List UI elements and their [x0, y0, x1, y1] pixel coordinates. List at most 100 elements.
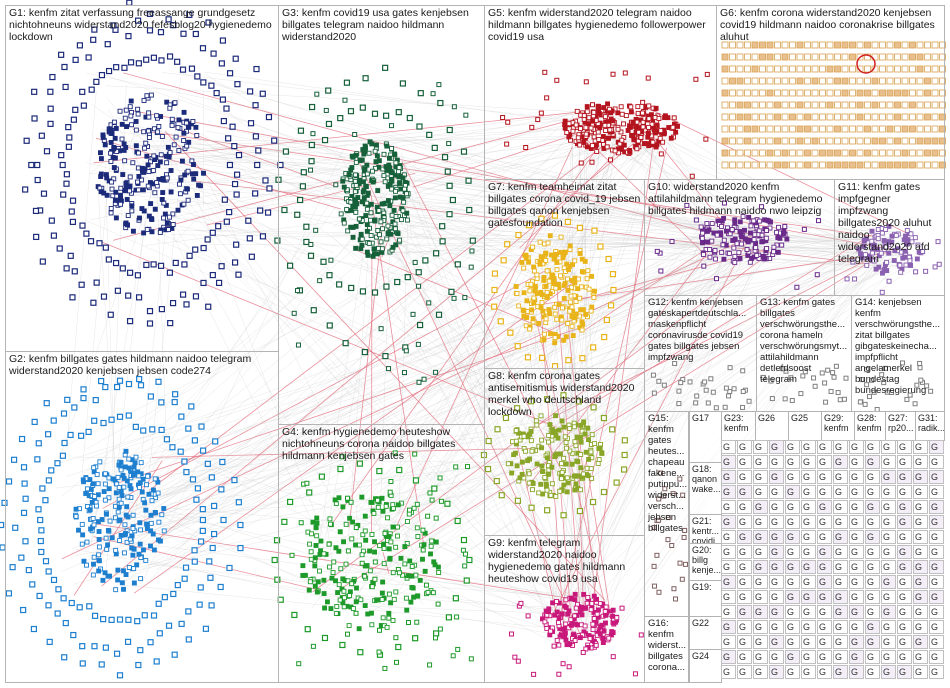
- edge: [66, 91, 97, 446]
- node: [115, 567, 121, 573]
- edge: [342, 255, 879, 588]
- node: [137, 541, 143, 547]
- edge: [86, 220, 561, 431]
- node: [137, 480, 143, 486]
- small-group-tile: G: [849, 545, 864, 559]
- edge: [597, 146, 889, 257]
- node: [108, 139, 114, 145]
- small-group-tile: G: [897, 440, 912, 454]
- edge: [184, 124, 619, 221]
- small-group-tile: G: [785, 605, 800, 619]
- small-group-tile: G: [929, 485, 944, 499]
- small-group-tile: G: [753, 485, 768, 499]
- group-label-g23: G23: kenfm: [724, 413, 749, 433]
- edge: [575, 250, 768, 601]
- edge: [548, 135, 664, 471]
- node: [221, 196, 228, 203]
- node: [193, 124, 199, 130]
- group-label-g29: G29: kenfm: [824, 413, 849, 433]
- node: [94, 503, 99, 509]
- node: [144, 93, 150, 99]
- edge: [155, 254, 708, 571]
- node: [144, 153, 150, 159]
- small-group-tile: G: [929, 440, 944, 454]
- node: [155, 490, 161, 496]
- node: [164, 220, 170, 226]
- node: [112, 197, 118, 203]
- node: [42, 558, 50, 565]
- small-group-tile: G: [865, 515, 880, 529]
- node: [146, 491, 152, 497]
- edge: [100, 231, 724, 523]
- edge: [378, 267, 904, 574]
- small-group-tile: G: [849, 605, 864, 619]
- group-box-g27: G27: rp20...: [885, 411, 916, 441]
- small-group-tile: G: [865, 650, 880, 664]
- small-group-tile: G: [737, 605, 752, 619]
- edge: [121, 253, 874, 463]
- small-group-tile: G: [929, 590, 944, 604]
- edge: [547, 141, 658, 464]
- small-group-tile: G: [833, 605, 848, 619]
- group-label-g1: G1: kenfm zitat verfassung freeassange g…: [9, 7, 275, 43]
- edge: [113, 207, 336, 510]
- small-group-tile: G: [865, 605, 880, 619]
- small-group-tile: G: [833, 530, 848, 544]
- group-box-g11: G11: kenfm gates impfgegner impfzwang bi…: [834, 179, 945, 296]
- node: [135, 111, 141, 117]
- group-box-g28: G28: kenfm: [854, 411, 886, 441]
- node: [186, 252, 193, 259]
- node: [138, 576, 144, 582]
- small-group-tile: G: [785, 515, 800, 529]
- edge: [421, 115, 614, 555]
- node: [135, 106, 141, 112]
- node: [167, 150, 173, 155]
- node: [68, 208, 75, 215]
- edge: [401, 161, 562, 469]
- group-box-g31: G31: radik...: [915, 411, 945, 441]
- node: [115, 474, 121, 480]
- edge: [318, 216, 370, 546]
- node: [22, 186, 29, 193]
- node: [130, 228, 136, 234]
- small-group-tile: G: [817, 455, 832, 469]
- group-box-g9: G9: kenfm telegram widerstand2020 naidoo…: [484, 535, 645, 683]
- edge: [101, 474, 554, 579]
- small-group-tile: G: [881, 650, 896, 664]
- node: [89, 499, 95, 505]
- edge: [98, 537, 596, 602]
- small-group-tile: G: [753, 545, 768, 559]
- node: [73, 506, 79, 512]
- node: [134, 562, 140, 568]
- node: [158, 538, 163, 544]
- edge: [387, 160, 562, 629]
- node: [130, 160, 136, 166]
- node: [96, 529, 102, 534]
- node: [194, 192, 200, 198]
- node: [156, 519, 162, 525]
- edge: [570, 228, 736, 616]
- small-group-tile: G: [929, 455, 944, 469]
- edge: [574, 119, 902, 252]
- node: [103, 172, 109, 178]
- node: [108, 150, 114, 156]
- node: [113, 490, 119, 496]
- small-group-tile: G: [881, 605, 896, 619]
- edge: [72, 231, 913, 549]
- edge: [399, 201, 778, 224]
- edge: [125, 561, 611, 617]
- small-group-tile: G: [865, 530, 880, 544]
- node: [225, 135, 232, 142]
- edge: [351, 240, 591, 431]
- small-group-tile: G: [721, 470, 736, 484]
- edge: [524, 337, 593, 621]
- node: [165, 144, 171, 150]
- edge: [388, 139, 409, 145]
- edge: [332, 236, 588, 491]
- edge: [577, 435, 584, 613]
- small-group-tile: G: [721, 455, 736, 469]
- edge: [375, 135, 622, 245]
- node: [127, 183, 133, 189]
- edge: [539, 223, 748, 445]
- node: [194, 133, 200, 138]
